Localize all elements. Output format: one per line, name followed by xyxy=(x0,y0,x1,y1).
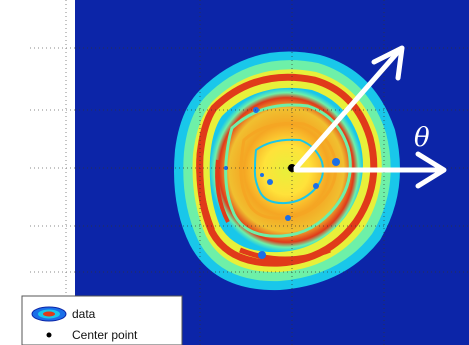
left-axis-region xyxy=(0,0,75,345)
theta-label: θ xyxy=(414,123,430,153)
rotated-arrow-shaft xyxy=(293,49,401,171)
rotated-arrow-head xyxy=(371,45,405,81)
heatmap-bottom-red-band xyxy=(239,247,331,262)
angle-arrows xyxy=(293,45,447,189)
heatmap-left-red-band xyxy=(196,149,215,232)
heatmap-left-red-band-2 xyxy=(215,159,230,223)
heatmap-inner-ring-c xyxy=(253,138,324,205)
legend: data Center point xyxy=(21,295,183,345)
legend-data-icon xyxy=(31,306,67,322)
heatmap-inner-ring-b xyxy=(239,121,338,220)
legend-center-point-label: Center point xyxy=(72,328,138,342)
legend-center-point-icon xyxy=(46,332,52,338)
heatmap-inner-ring-a xyxy=(224,103,352,238)
left-grid-lines xyxy=(30,0,75,345)
heatmap-core xyxy=(209,87,363,253)
legend-data-label: data xyxy=(72,307,96,321)
reference-arrow-head xyxy=(415,151,447,189)
